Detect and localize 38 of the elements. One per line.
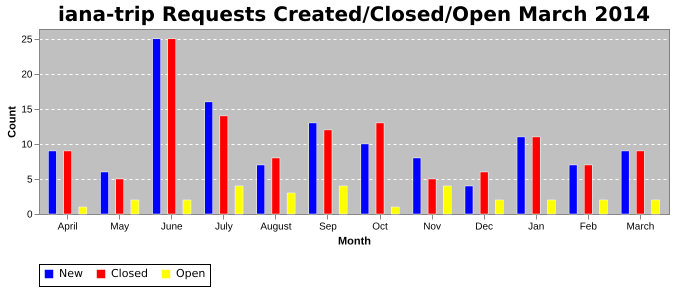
legend-label: Open bbox=[176, 267, 206, 280]
x-tick-label: March bbox=[626, 222, 654, 232]
bar bbox=[286, 192, 296, 214]
x-tick-label: Sep bbox=[319, 222, 338, 232]
y-tick-label: 0 bbox=[26, 210, 33, 220]
bar bbox=[547, 200, 556, 214]
bar bbox=[78, 206, 88, 214]
bar bbox=[130, 200, 140, 214]
y-tick-label: 20 bbox=[21, 69, 33, 80]
y-tick-label: 10 bbox=[21, 139, 33, 150]
bar bbox=[464, 186, 474, 214]
bar bbox=[182, 200, 192, 214]
bar bbox=[599, 200, 608, 214]
chart-title: iana-trip Requests Created/Closed/Open March 2014 bbox=[58, 2, 650, 26]
x-axis-title: Month bbox=[338, 236, 372, 248]
bar bbox=[390, 206, 400, 214]
y-tick-label: 5 bbox=[26, 174, 33, 186]
y-axis-title: Count bbox=[6, 106, 18, 138]
y-tick-label: 15 bbox=[21, 104, 33, 116]
bar bbox=[338, 186, 348, 214]
bar bbox=[651, 200, 660, 214]
x-tick-label: Jan bbox=[528, 222, 544, 232]
legend-label: New bbox=[59, 267, 83, 280]
x-tick-label: Oct bbox=[372, 222, 388, 232]
legend-label: Closed bbox=[111, 267, 148, 280]
x-tick-label: June bbox=[160, 222, 184, 232]
x-tick-label: Dec bbox=[475, 222, 494, 232]
x-tick-label: July bbox=[214, 222, 233, 232]
bar bbox=[234, 186, 244, 214]
bar bbox=[443, 186, 452, 214]
bar bbox=[376, 122, 384, 214]
y-tick-label: 25 bbox=[21, 34, 33, 46]
x-tick-label: May bbox=[110, 222, 130, 232]
x-tick-label: April bbox=[58, 222, 78, 232]
bar bbox=[495, 200, 504, 214]
x-tick-label: August bbox=[260, 222, 292, 232]
x-tick-label: Nov bbox=[423, 222, 441, 232]
x-tick-label: Feb bbox=[580, 222, 598, 232]
